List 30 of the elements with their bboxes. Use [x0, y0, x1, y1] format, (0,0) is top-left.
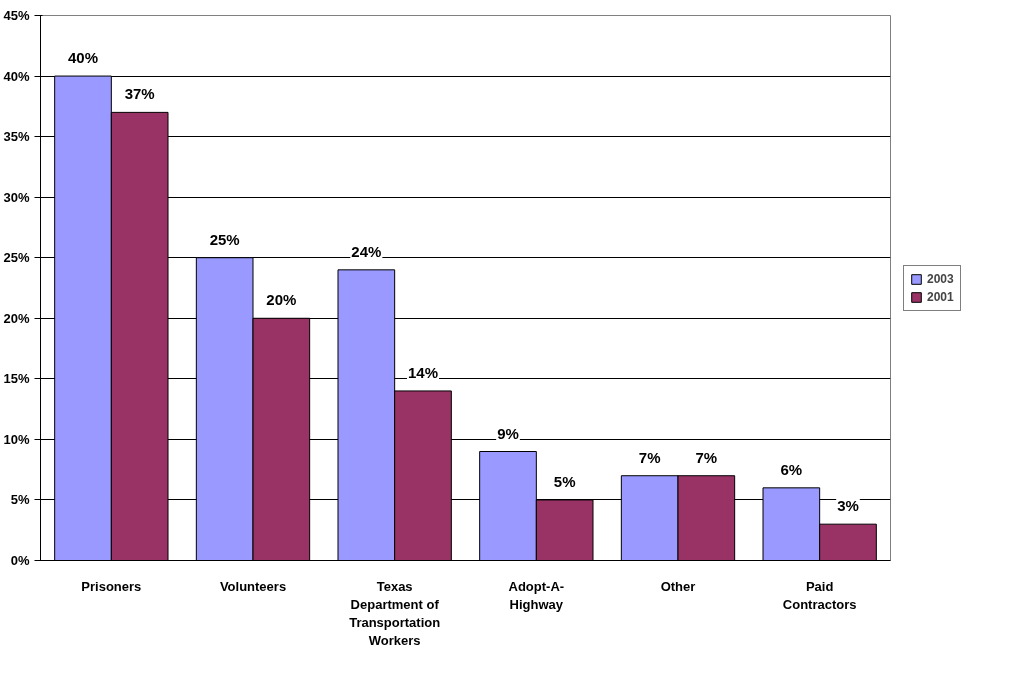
x-tick-label: Texas Department of Transportation Workers [349, 578, 441, 648]
y-tick-label: 20% [3, 310, 30, 326]
y-tick-label: 40% [3, 68, 30, 84]
y-tick-label: 0% [10, 553, 30, 568]
legend-label: 2003 [927, 271, 954, 286]
y-tick-label: 35% [3, 129, 30, 145]
data-label: 25% [209, 230, 240, 248]
data-label: 6% [780, 460, 803, 478]
data-label: 40% [67, 49, 99, 67]
data-label: 7% [638, 448, 661, 466]
data-label: 5% [553, 472, 576, 490]
data-label: 3% [837, 497, 859, 515]
data-label: 37% [124, 85, 155, 103]
y-tick-label: 30% [3, 189, 30, 205]
y-tick-label: 5% [10, 492, 30, 508]
x-tick-label: Prisoners [81, 578, 142, 594]
data-label: 20% [266, 291, 297, 309]
y-tick-label: 15% [3, 371, 30, 387]
x-tick-label: Volunteers [219, 578, 287, 594]
y-tick-label: 10% [3, 431, 30, 447]
y-tick-label: 45% [3, 8, 30, 23]
data-label: 7% [695, 448, 718, 466]
legend-label: 2001 [927, 289, 954, 304]
data-label: 14% [407, 363, 439, 381]
data-label: 9% [497, 424, 519, 442]
y-tick-label: 25% [3, 250, 30, 266]
x-tick-label: Adopt-A-Highway [508, 578, 565, 612]
x-tick-label: Paid Contractors [782, 578, 857, 612]
x-tick-label: Other [660, 578, 696, 594]
data-label: 24% [351, 242, 382, 260]
